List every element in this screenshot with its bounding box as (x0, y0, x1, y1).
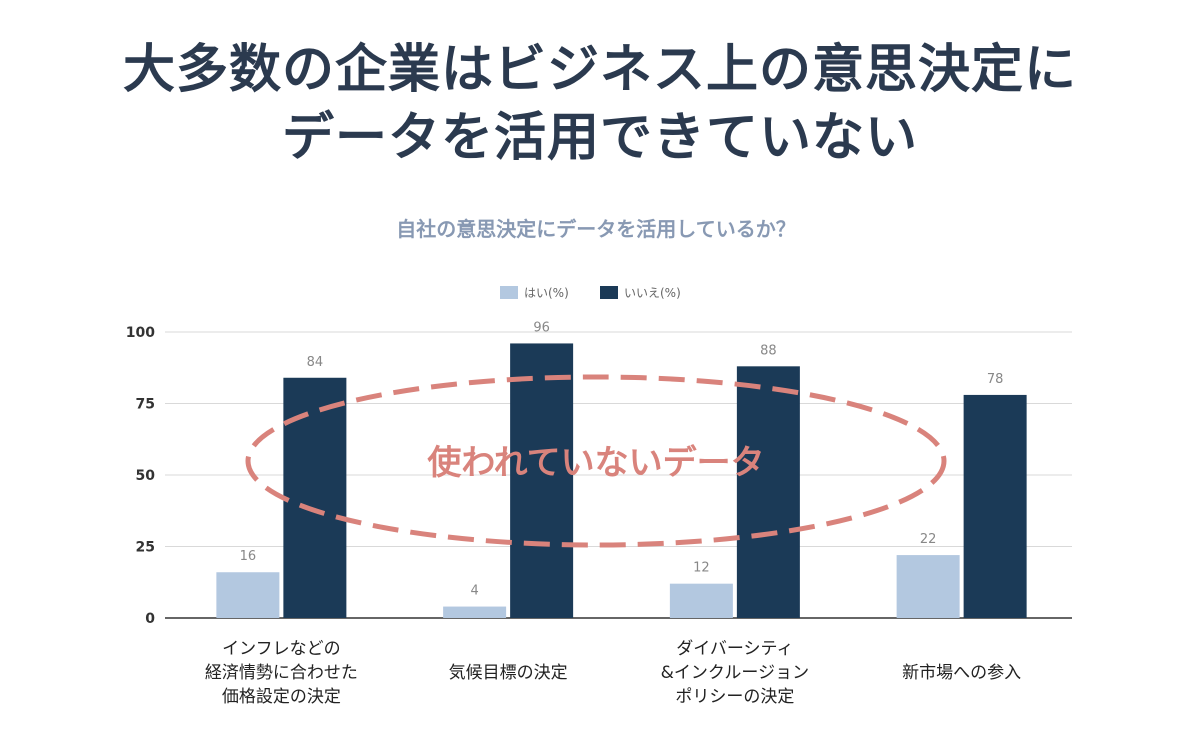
bar-yes (443, 606, 507, 618)
legend-swatch-1 (600, 286, 618, 299)
y-tick-label: 25 (136, 540, 155, 556)
legend-label-0: はい(%) (524, 286, 569, 300)
data-label: 84 (307, 355, 324, 370)
x-category-label: 経済情勢に合わせた (205, 663, 358, 683)
annotation-text: 使われていないデータ (426, 443, 764, 483)
annotation-ellipse (245, 374, 947, 548)
y-tick-label: 75 (136, 397, 155, 413)
x-category-label: 新市場への参入 (902, 663, 1021, 683)
bar-yes (669, 583, 733, 618)
data-label: 16 (240, 549, 257, 564)
data-label: 78 (987, 372, 1004, 387)
y-tick-label: 0 (145, 611, 155, 627)
chart-title: 自社の意思決定にデータを活用しているか？ (396, 217, 795, 241)
data-label: 88 (760, 343, 777, 358)
data-label: 96 (533, 320, 550, 335)
legend-swatch-0 (500, 286, 518, 299)
bar-yes (216, 572, 280, 618)
headline-line-1: 大多数の企業はビジネス上の意思決定に (122, 40, 1077, 100)
x-category-label: インフレなどの (222, 639, 341, 659)
y-tick-label: 100 (126, 325, 155, 341)
x-category-label: ダイバーシティ (676, 639, 793, 659)
x-category-label: ポリシーの決定 (675, 687, 794, 707)
headline-line-2: データを活用できていない (281, 108, 918, 168)
y-tick-label: 50 (136, 468, 156, 484)
x-category-label: &インクルージョン (661, 663, 809, 683)
x-category-label: 価格設定の決定 (222, 687, 341, 707)
bar-no (510, 343, 574, 618)
data-label: 22 (920, 532, 937, 547)
bar-no (283, 377, 347, 618)
data-label: 4 (470, 584, 478, 599)
legend-label-1: いいえ(%) (624, 286, 681, 300)
data-label: 12 (693, 561, 710, 576)
bar-no (963, 394, 1027, 618)
bar-yes (896, 555, 960, 618)
x-category-label: 気候目標の決定 (449, 663, 568, 683)
bar-no (736, 366, 800, 618)
